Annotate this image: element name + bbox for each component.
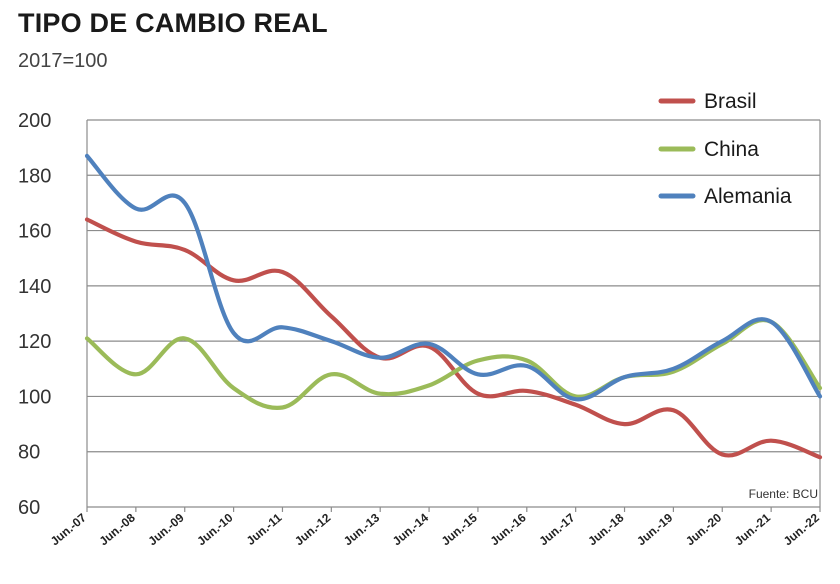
source-note: Fuente: BCU [749,487,818,501]
x-tick-label: Jun.-13 [341,510,382,548]
y-axis-ticks: 60 80 100 120 140 160 180 200 [18,110,51,519]
y-tick-label: 60 [18,497,40,519]
x-tick-label: Jun.-20 [683,510,724,548]
x-tick-label: Jun.-11 [244,510,285,548]
y-tick-label: 180 [18,165,51,187]
chart-title: TIPO DE CAMBIO REAL [18,8,328,38]
series-line-china [84,318,823,410]
chart-subtitle: 2017=100 [18,50,108,72]
y-tick-label: 200 [18,110,51,132]
x-tick-label: Jun.-18 [585,510,626,548]
legend: Brasil China Alemania [658,90,792,208]
x-tick-label: Jun.-12 [292,510,333,548]
grid [86,119,821,508]
x-tick-label: Jun.-22 [781,510,822,548]
x-tick-label: Jun.-10 [194,510,235,548]
series-line-alemania [84,153,823,402]
x-tick-label: Jun.-19 [634,510,675,548]
x-tick-label: Jun.-09 [145,510,186,548]
y-tick-label: 140 [18,276,51,298]
x-tick-label: Jun.-14 [390,510,431,548]
y-tick-label: 100 [18,386,51,408]
legend-label-brasil: Brasil [704,90,757,113]
x-tick-label: Jun.-16 [488,510,529,548]
x-tick-label: Jun.-15 [439,510,480,548]
series-lines [84,153,823,460]
legend-label-china: China [704,138,759,161]
x-axis-ticks: Jun.-07 Jun.-08 Jun.-09 Jun.-10 Jun.-11 Jun.-… [48,507,822,548]
y-tick-label: 160 [18,221,51,243]
legend-label-alemania: Alemania [704,185,792,208]
x-tick-label: Jun.-07 [48,510,89,548]
y-tick-label: 80 [18,442,40,464]
y-tick-label: 120 [18,331,51,353]
x-tick-label: Jun.-21 [732,510,773,548]
x-tick-label: Jun.-08 [97,510,138,548]
x-tick-label: Jun.-17 [536,510,577,548]
series-line-brasil [84,217,823,460]
